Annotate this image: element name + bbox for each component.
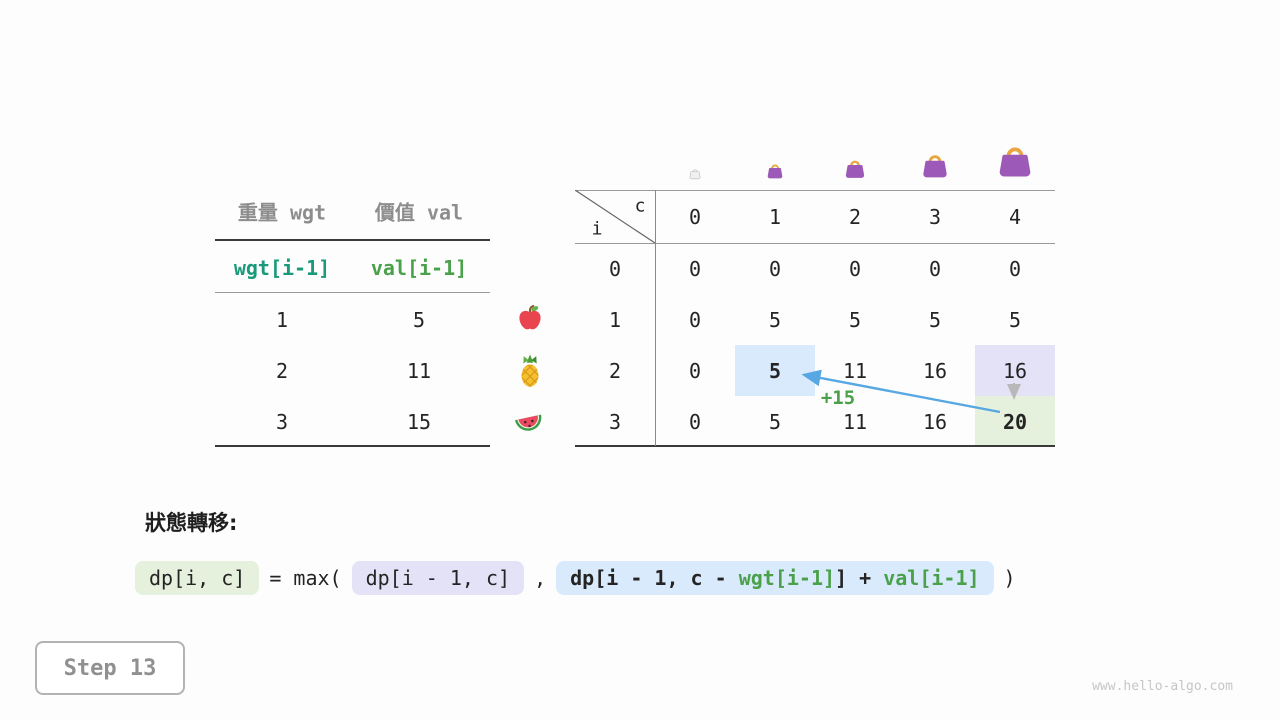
- dp-cell: 5: [928, 307, 942, 332]
- dp-cell-source: 5: [768, 358, 782, 383]
- dp-col-header: 1: [768, 204, 782, 229]
- items-header-weight: 重量 wgt: [237, 200, 327, 225]
- step-badge: Step 13: [35, 641, 185, 695]
- arrow-value-label: +15: [820, 387, 856, 409]
- dp-cell: 5: [1008, 307, 1022, 332]
- dp-cell: 0: [928, 256, 942, 281]
- dp-cell: 0: [688, 358, 702, 383]
- formula-option1: dp[i - 1, c]: [351, 561, 525, 595]
- handbag-sm-icon: [842, 155, 868, 180]
- formula-lhs: dp[i, c]: [135, 561, 260, 595]
- dp-col-header: 2: [848, 204, 862, 229]
- item-value: 5: [412, 308, 426, 332]
- item-weight: 3: [275, 410, 289, 434]
- dp-cell: 5: [768, 307, 782, 332]
- handbag-xs-icon: [765, 160, 785, 180]
- dp-col-axis-label: c: [634, 195, 646, 217]
- formula-comma: ,: [534, 566, 547, 590]
- items-header-value: 價值 val: [374, 200, 464, 225]
- watermark: www.hello-algo.com: [1092, 679, 1233, 694]
- dp-cell: 16: [922, 358, 948, 383]
- formula-close-paren: ): [1003, 566, 1016, 590]
- watermelon-icon: [512, 406, 546, 438]
- dp-row-axis-label: i: [591, 218, 603, 240]
- dp-cell: 0: [1008, 256, 1022, 281]
- formula-option2-mid: ] +: [835, 566, 884, 590]
- dp-row-label: 1: [608, 307, 622, 332]
- item-value: 15: [406, 410, 432, 434]
- dp-row-label: 3: [608, 409, 622, 434]
- dp-row-label: 2: [608, 358, 622, 383]
- dp-table-bottom-line: [575, 445, 1055, 447]
- transition-heading: 狀態轉移:: [145, 511, 238, 535]
- dp-cell: 0: [768, 256, 782, 281]
- dp-col-header: 0: [688, 204, 702, 229]
- dp-table-vertical-line: [655, 190, 656, 446]
- items-table-var-divider: [215, 292, 490, 293]
- dp-cell: 5: [848, 307, 862, 332]
- items-var-weight: wgt[i-1]: [233, 256, 331, 280]
- items-var-value: val[i-1]: [370, 256, 468, 280]
- dp-cell: 0: [688, 409, 702, 434]
- transition-formula: dp[i, c] = max( dp[i - 1, c] , dp[i - 1,…: [135, 561, 1016, 595]
- handbag-md-icon: [918, 148, 952, 180]
- formula-option2: dp[i - 1, c - wgt[i-1]] + val[i-1]: [556, 561, 994, 595]
- formula-equals-max: = max(: [269, 566, 342, 590]
- item-weight: 2: [275, 359, 289, 383]
- item-weight: 1: [275, 308, 289, 332]
- dp-cell: 5: [768, 409, 782, 434]
- dp-cell-target: 20: [1002, 409, 1028, 434]
- formula-option2-wgt: wgt[i-1]: [738, 566, 836, 590]
- dp-cell: 16: [922, 409, 948, 434]
- items-table-header-divider: [215, 239, 490, 241]
- dp-cell: 0: [848, 256, 862, 281]
- formula-option2-val: val[i-1]: [883, 566, 980, 590]
- formula-option2-prefix: dp[i - 1, c -: [570, 566, 739, 590]
- item-value: 11: [406, 359, 432, 383]
- dp-cell: 0: [688, 307, 702, 332]
- pineapple-icon: [514, 353, 546, 389]
- dp-col-header: 4: [1008, 204, 1022, 229]
- dp-cell-prev: 16: [1002, 358, 1028, 383]
- handbag-lg-icon: [993, 138, 1037, 180]
- dp-cell: 0: [688, 256, 702, 281]
- dp-table-header-line: [575, 243, 1055, 244]
- dp-table-top-line: [575, 190, 1055, 191]
- dp-col-header: 3: [928, 204, 942, 229]
- items-table-bottom-divider: [215, 445, 490, 447]
- dp-row-label: 0: [608, 256, 622, 281]
- handbag-ghost-icon: [688, 166, 702, 180]
- dp-cell: 11: [842, 409, 868, 434]
- apple-icon: [515, 303, 545, 333]
